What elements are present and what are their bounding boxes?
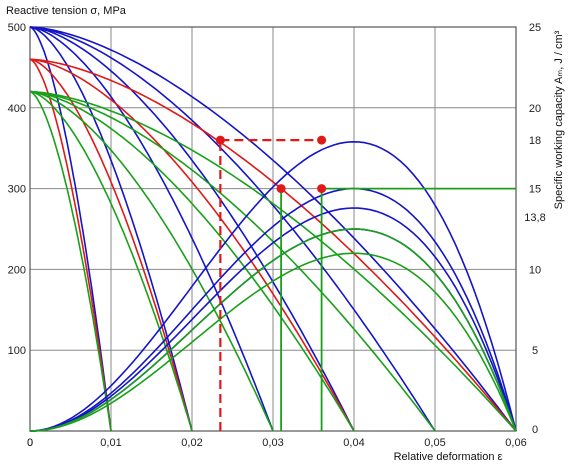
tension-curve [29,26,193,432]
marker-point [215,135,225,145]
marker-point [317,184,327,194]
tension-curve [29,90,274,432]
x-tick-label: 0,05 [424,437,445,449]
tension-curve [29,26,517,432]
work-capacity-curve [29,228,517,432]
tension-curve [29,58,112,432]
work-capacity-curve [29,140,517,432]
curves [29,26,517,432]
y-tick-label-right: 13,8 [524,212,545,224]
y-axis-title-left: Reactive tension σ, MPa [6,5,127,17]
reference-lines [219,139,516,431]
y-tick-label-right: 15 [529,184,541,196]
y-tick-label-left: 500 [8,22,26,34]
tension-curve [29,26,274,432]
y-tick-label-right: 18 [529,135,541,147]
marker-point [276,184,286,194]
x-tick-label: 0,02 [181,437,202,449]
y-tick-label-right: 10 [529,264,541,276]
x-axis-title: Relative deformation ε [394,451,503,463]
tension-curve [29,90,517,432]
work-capacity-curve [29,207,517,432]
tension-curve [29,26,112,432]
y-tick-label-right: 20 [529,103,541,115]
tick-labels: 0 0,01 0,02 0,03 0,04 0,05 0,06100200300400500… [8,22,546,449]
y-tick-label-right: 25 [529,22,541,34]
markers [215,135,327,194]
y-tick-label-right: 5 [532,345,538,357]
grid [29,26,517,432]
marker-point [317,135,327,145]
x-tick-label: 0,03 [262,437,283,449]
y-tick-label-left: 300 [8,184,26,196]
tension-curve [29,90,193,432]
y-tick-label-right: 0 [532,424,538,436]
y-tick-label-left: 0 [27,437,33,449]
tension-curve [29,90,112,432]
x-tick-label: 0 [27,437,33,449]
y-axis-title-right: Specific working capacity Aₘ, J / cm³ [553,30,565,209]
x-tick-label: 0,06 [505,437,526,449]
tension-curve [29,58,517,432]
tension-curve [29,90,436,432]
work-capacity-curve [29,187,517,432]
y-tick-label-left: 100 [8,345,26,357]
y-tick-label-left: 400 [8,103,26,115]
work-capacity-curve [29,252,517,432]
tension-curve [29,26,355,432]
x-tick-label: 0,04 [343,437,364,449]
tension-curve [29,26,436,432]
tension-curve [29,90,355,432]
y-tick-label-left: 200 [8,264,26,276]
tension-curve [29,58,193,432]
x-tick-label: 0,01 [100,437,121,449]
tension-curve [29,58,355,432]
